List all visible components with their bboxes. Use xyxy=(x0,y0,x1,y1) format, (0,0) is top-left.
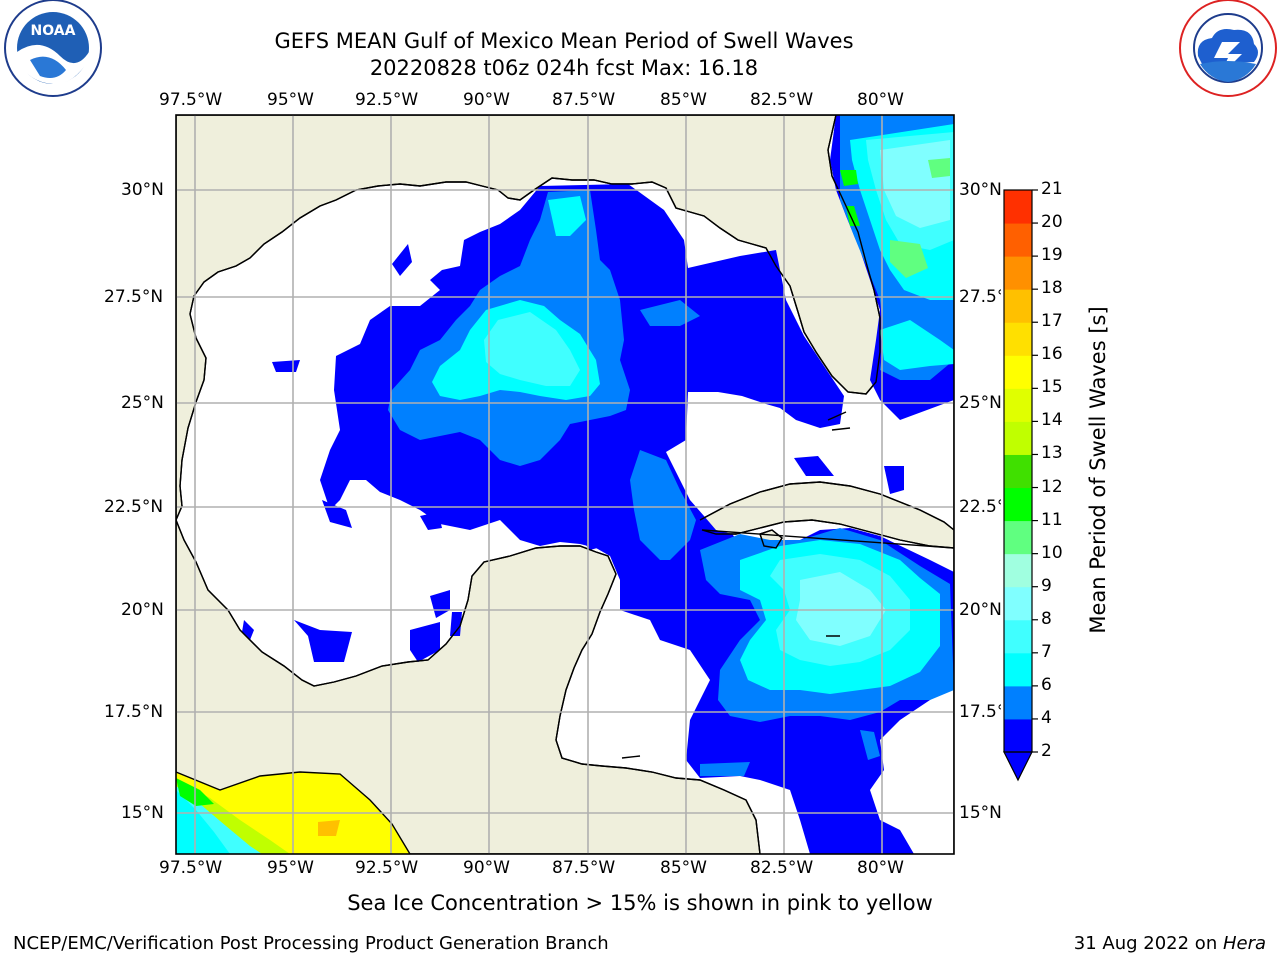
bottom-lon-label: 80°W xyxy=(857,858,904,878)
right-lat-label: 20°N xyxy=(959,600,1002,620)
colorbar-tick-label: 7 xyxy=(1041,641,1052,662)
colorbar-segment xyxy=(1004,487,1032,522)
left-lat-label: 15°N xyxy=(121,803,164,823)
title-line-2: 20220828 t06z 024h fcst Max: 16.18 xyxy=(369,56,759,80)
left-lat-label: 20°N xyxy=(121,600,164,620)
colorbar-tick-label: 21 xyxy=(1041,179,1063,199)
swell-level-10 xyxy=(890,158,950,278)
top-lon-label: 97.5°W xyxy=(159,90,223,110)
right-lat-label: 25°N xyxy=(959,393,1002,413)
bottom-lon-label: 87.5°W xyxy=(552,858,616,878)
bottom-lon-label: 97.5°W xyxy=(159,858,223,878)
colorbar-segment xyxy=(1004,388,1032,422)
footer-date-text: 31 Aug 2022 on xyxy=(1073,933,1223,954)
top-lon-label: 85°W xyxy=(660,90,707,110)
map-area xyxy=(176,115,954,854)
swell-level-11 xyxy=(840,170,860,226)
colorbar-segment xyxy=(1004,256,1032,290)
right-lat-label: 15°N xyxy=(959,803,1002,823)
colorbar-segment xyxy=(1004,718,1032,753)
colorbar-segment xyxy=(1004,652,1032,687)
pacific-swell-region xyxy=(176,772,410,854)
footer-date: 31 Aug 2022 on Hera xyxy=(1074,933,1266,954)
colorbar-tick-label: 6 xyxy=(1041,674,1052,695)
colorbar-segment xyxy=(1004,322,1032,356)
colorbar-tick-label: 17 xyxy=(1041,311,1063,332)
bottom-lon-label: 95°W xyxy=(267,858,314,878)
right-lat-label: 27.5°N xyxy=(959,287,1001,307)
colorbar-tick-label: 16 xyxy=(1041,344,1063,365)
top-lon-label: 80°W xyxy=(857,90,904,110)
colorbar-tick-label: 19 xyxy=(1041,245,1063,266)
colorbar-tick-label: 11 xyxy=(1041,509,1063,530)
top-lon-label: 87.5°W xyxy=(552,90,616,110)
colorbar-tick-label: 12 xyxy=(1041,476,1063,497)
colorbar-segment xyxy=(1004,289,1032,323)
colorbar-tick-label: 8 xyxy=(1041,608,1052,629)
right-lat-label: 30°N xyxy=(959,180,1002,200)
right-lat-label: 17.5°N xyxy=(959,702,1001,722)
left-lat-label: 17.5°N xyxy=(104,702,164,722)
colorbar-segment xyxy=(1004,421,1032,455)
colorbar-tick-label: 13 xyxy=(1041,443,1063,464)
left-lat-label: 22.5°N xyxy=(104,497,164,517)
colorbar-extend xyxy=(1003,751,1033,782)
bottom-lon-label: 82.5°W xyxy=(750,858,814,878)
right-lat-label: 22.5°N xyxy=(959,497,1001,517)
nws-logo xyxy=(1179,0,1277,97)
footer-machine: Hera xyxy=(1222,933,1266,954)
bottom-lon-label: 85°W xyxy=(660,858,707,878)
colorbar-tick-label: 15 xyxy=(1041,377,1063,398)
colorbar-tick-label: 9 xyxy=(1041,575,1052,596)
colorbar-tick-label: 20 xyxy=(1041,212,1063,233)
colorbar-tick-label: 14 xyxy=(1041,410,1063,431)
sea-ice-note: Sea Ice Concentration > 15% is shown in … xyxy=(347,891,933,915)
colorbar-segment xyxy=(1004,520,1032,555)
footer-credit: NCEP/EMC/Verification Post Processing Pr… xyxy=(13,933,609,954)
colorbar-segment xyxy=(1004,454,1032,489)
colorbar-segment xyxy=(1004,355,1032,389)
bottom-lon-label: 90°W xyxy=(463,858,510,878)
map-frame xyxy=(175,114,955,855)
colorbar-tick-label: 18 xyxy=(1041,278,1063,299)
bottom-lon-label: 92.5°W xyxy=(355,858,419,878)
colorbar-segment xyxy=(1004,223,1032,257)
colorbar-segment xyxy=(1004,685,1032,720)
colorbar-segment xyxy=(1004,553,1032,588)
top-lon-label: 82.5°W xyxy=(750,90,814,110)
title-line-1: GEFS MEAN Gulf of Mexico Mean Period of … xyxy=(274,29,854,53)
colorbar-label: Mean Period of Swell Waves [s] xyxy=(1086,306,1110,634)
colorbar-tick-label: 2 xyxy=(1041,741,1052,761)
colorbar-segment xyxy=(1004,619,1032,654)
colorbar xyxy=(1003,189,1038,782)
top-lon-label: 92.5°W xyxy=(355,90,419,110)
top-lon-label: 90°W xyxy=(463,90,510,110)
colorbar-tick-label: 4 xyxy=(1041,707,1052,728)
graticule xyxy=(176,115,954,854)
colorbar-segment xyxy=(1004,586,1032,621)
colorbar-segment xyxy=(1004,190,1032,224)
colorbar-tick-label: 10 xyxy=(1041,542,1063,563)
colorbar-frame xyxy=(1003,189,1033,753)
noaa-logo: NOAA xyxy=(4,0,102,97)
left-lat-label: 30°N xyxy=(121,180,164,200)
left-lat-label: 27.5°N xyxy=(104,287,164,307)
top-lon-label: 95°W xyxy=(267,90,314,110)
left-lat-label: 25°N xyxy=(121,393,164,413)
noaa-logo-text: NOAA xyxy=(31,23,76,39)
